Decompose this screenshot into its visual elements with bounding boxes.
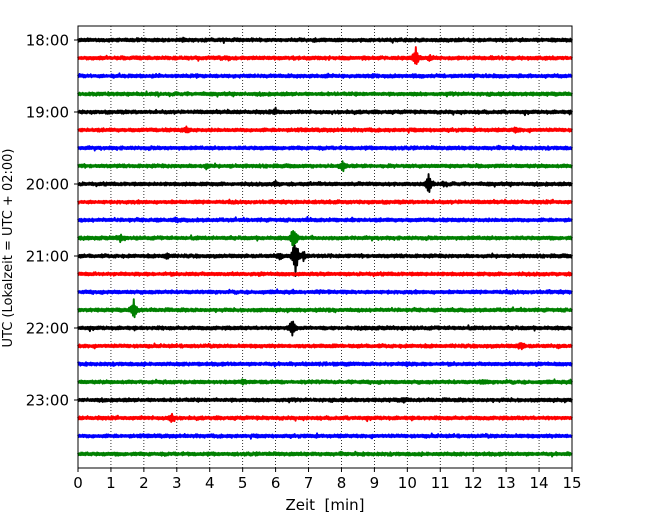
trace-2130 bbox=[77, 288, 573, 296]
y-tick-label: 22:00 bbox=[26, 320, 69, 338]
trace-2345 bbox=[77, 450, 573, 458]
x-tick-label: 10 bbox=[398, 474, 417, 492]
trace-2330 bbox=[77, 432, 573, 440]
x-tick-label: 4 bbox=[205, 474, 215, 492]
trace-1900 bbox=[77, 106, 573, 117]
trace-1945 bbox=[77, 160, 573, 173]
x-axis-label: Zeit [min] bbox=[285, 496, 364, 514]
trace-2300 bbox=[77, 396, 573, 404]
trace-2100 bbox=[77, 244, 573, 278]
x-tick-label: 11 bbox=[431, 474, 450, 492]
trace-1915 bbox=[77, 125, 573, 134]
tick-labels: 0 1 2 3 4 5 6 7 8 9 10 11 12 13 14 1518:0019:0020:0021:… bbox=[26, 32, 582, 493]
y-tick-label: 19:00 bbox=[26, 104, 69, 122]
trace-1845 bbox=[77, 90, 573, 98]
trace-2245 bbox=[77, 378, 573, 386]
trace-2215 bbox=[77, 341, 573, 351]
axes bbox=[74, 25, 573, 472]
y-tick-label: 23:00 bbox=[26, 392, 69, 410]
trace-2030 bbox=[77, 215, 573, 224]
trace-1815 bbox=[77, 46, 573, 65]
x-tick-label: 5 bbox=[238, 474, 248, 492]
trace-1830 bbox=[77, 72, 573, 80]
trace-2045 bbox=[77, 229, 573, 252]
x-tick-label: 1 bbox=[106, 474, 116, 492]
trace-2200 bbox=[77, 320, 573, 337]
trace-1930 bbox=[77, 144, 573, 152]
trace-2115 bbox=[77, 271, 573, 278]
x-tick-label: 7 bbox=[304, 474, 314, 492]
x-tick-label: 9 bbox=[370, 474, 380, 492]
y-tick-label: 18:00 bbox=[26, 32, 69, 50]
y-tick-label: 21:00 bbox=[26, 248, 69, 266]
x-tick-label: 6 bbox=[271, 474, 281, 492]
trace-2315 bbox=[77, 412, 573, 423]
x-tick-label: 3 bbox=[172, 474, 182, 492]
y-tick-label: 20:00 bbox=[26, 176, 69, 194]
x-tick-label: 2 bbox=[139, 474, 149, 492]
trace-2145 bbox=[77, 298, 573, 319]
y-axis-label: UTC (Lokalzeit = UTC + 02:00) bbox=[1, 149, 16, 348]
x-tick-label: 0 bbox=[73, 474, 83, 492]
x-tick-label: 13 bbox=[497, 474, 516, 492]
x-tick-label: 12 bbox=[464, 474, 483, 492]
trace-2230 bbox=[77, 361, 573, 368]
seismic-traces bbox=[77, 36, 573, 458]
x-tick-label: 8 bbox=[337, 474, 347, 492]
x-tick-label: 14 bbox=[530, 474, 549, 492]
trace-2000 bbox=[77, 173, 573, 194]
plot-frame bbox=[77, 25, 573, 469]
trace-1800 bbox=[77, 36, 573, 44]
x-tick-label: 15 bbox=[562, 474, 581, 492]
trace-2015 bbox=[77, 198, 573, 205]
